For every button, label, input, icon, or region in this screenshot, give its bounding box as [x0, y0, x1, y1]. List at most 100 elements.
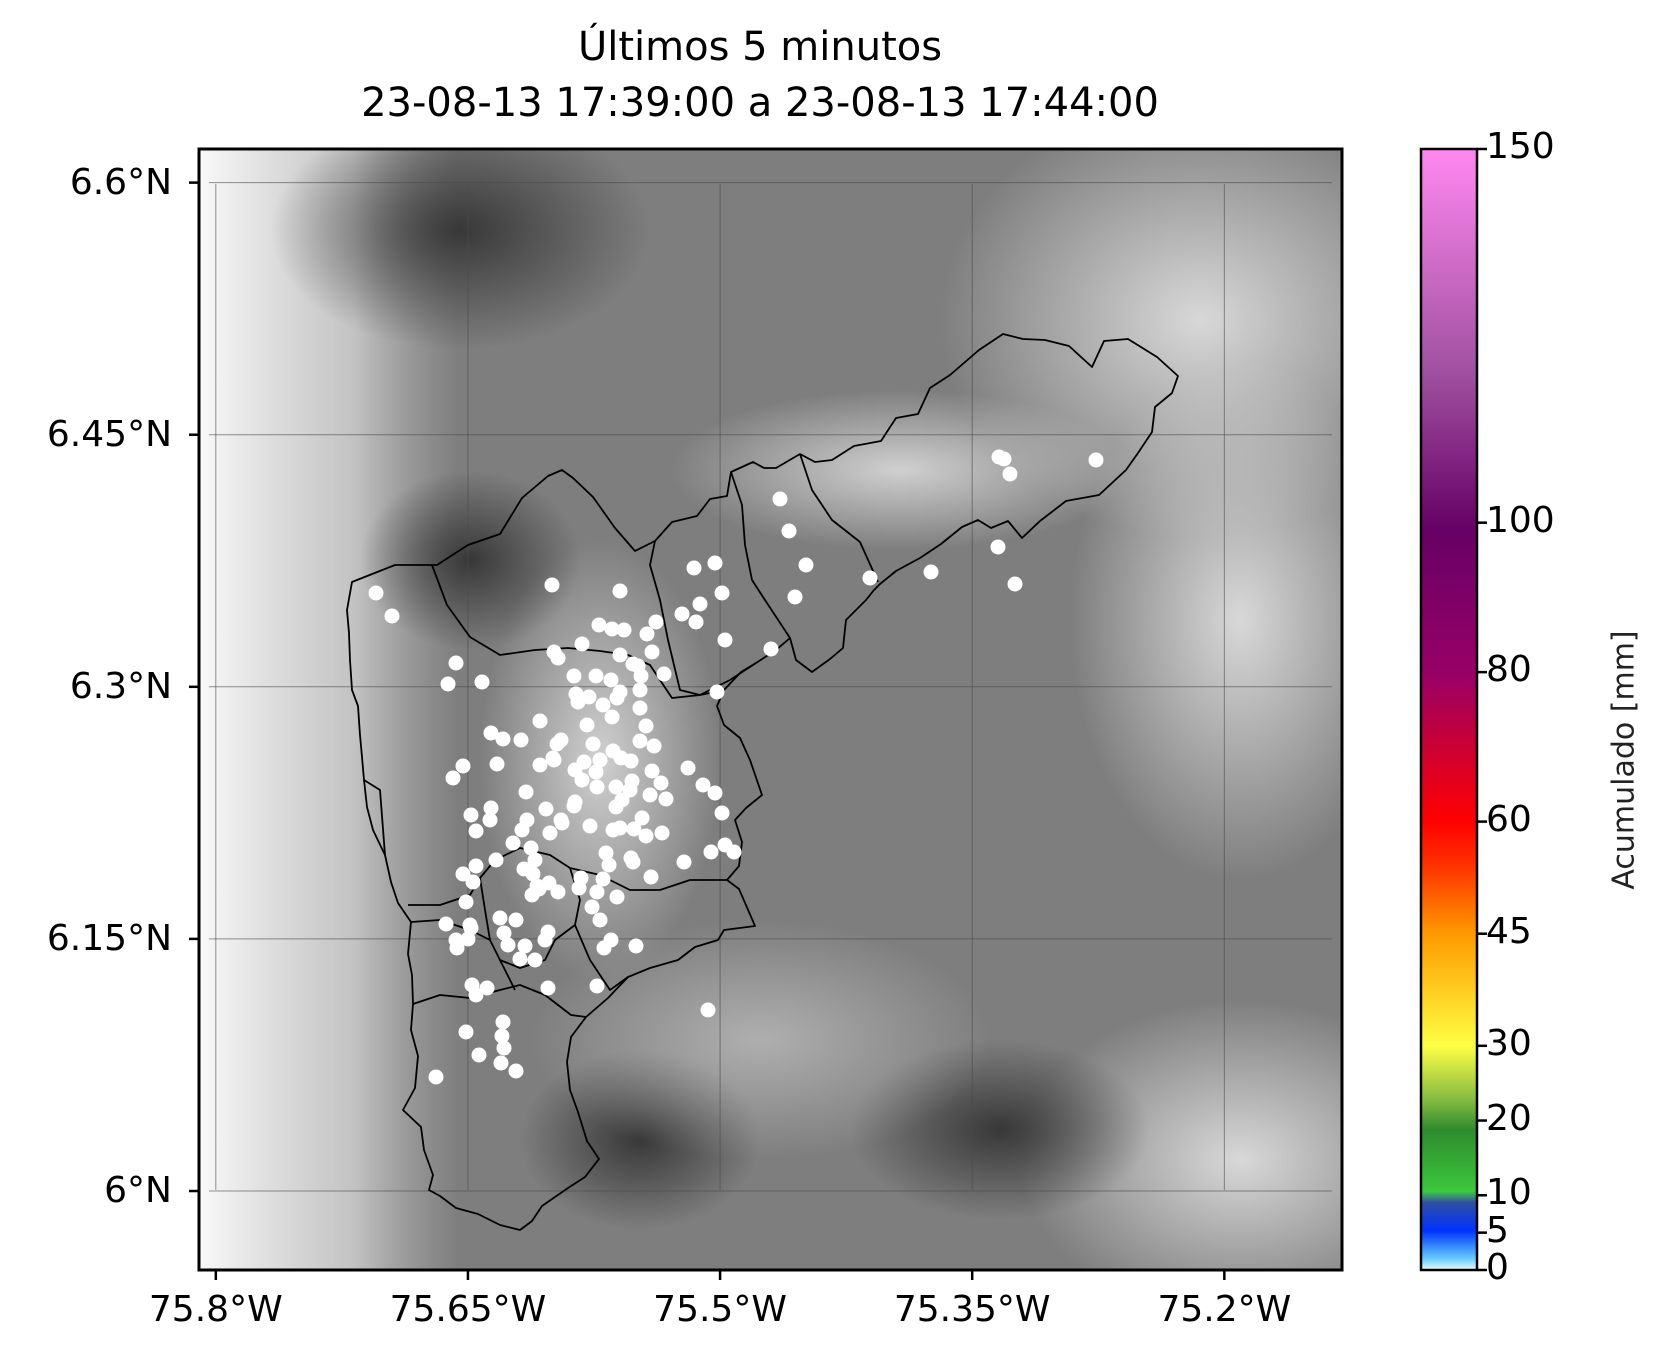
station-marker: [646, 738, 662, 754]
y-tick-label: 6.6°N: [69, 161, 172, 203]
station-marker: [495, 1014, 511, 1030]
station-marker: [527, 952, 543, 968]
station-marker: [479, 980, 495, 996]
station-marker: [604, 709, 620, 725]
station-marker: [707, 555, 723, 571]
colorbar-tick-label: 20: [1486, 1097, 1532, 1139]
station-marker: [674, 606, 690, 622]
station-marker: [483, 800, 499, 816]
station-marker: [688, 614, 704, 630]
station-marker: [676, 854, 692, 870]
station-marker: [495, 731, 511, 747]
station-marker: [605, 822, 621, 838]
station-marker: [612, 647, 628, 663]
station-marker: [634, 810, 650, 826]
station-marker: [612, 684, 628, 700]
station-marker: [516, 861, 532, 877]
station-marker: [517, 938, 533, 954]
station-marker: [643, 869, 659, 885]
station-marker: [609, 889, 625, 905]
station-marker: [623, 753, 639, 769]
station-marker: [518, 784, 534, 800]
elevation-background: [199, 149, 1342, 1270]
station-marker: [445, 770, 461, 786]
station-marker: [468, 823, 484, 839]
axis-ticks: [189, 181, 1226, 1280]
station-marker: [644, 644, 660, 660]
station-marker: [862, 570, 878, 586]
station-marker: [628, 938, 644, 954]
station-marker: [493, 1055, 509, 1071]
station-marker: [1007, 576, 1023, 592]
station-marker: [616, 622, 632, 638]
station-marker: [588, 764, 604, 780]
station-marker: [468, 987, 484, 1003]
station-marker: [500, 937, 516, 953]
map-title: Últimos 5 minutos: [577, 24, 943, 70]
station-marker: [601, 857, 617, 873]
colorbar-frame: [1419, 147, 1479, 1272]
station-marker: [428, 1069, 444, 1085]
station-marker: [991, 449, 1007, 465]
station-marker: [658, 791, 674, 807]
map-frame: [197, 147, 1344, 1272]
station-marker: [717, 632, 733, 648]
colorbar-tick-label: 45: [1486, 910, 1532, 952]
station-marker: [703, 844, 719, 860]
station-marker: [566, 798, 582, 814]
station-marker: [582, 818, 598, 834]
x-tick-label: 75.35°W: [893, 1289, 1051, 1330]
station-marker: [1002, 466, 1018, 482]
station-marker: [714, 805, 730, 821]
station-marker: [488, 852, 504, 868]
station-marker: [448, 655, 464, 671]
colorbar-tick-label: 30: [1486, 1022, 1532, 1064]
station-marker: [508, 1063, 524, 1079]
colorbar-title: Acumulado [mm]: [1606, 630, 1642, 890]
station-marker: [626, 821, 642, 837]
station-marker: [608, 779, 624, 795]
station-marker: [632, 733, 648, 749]
station-marker: [554, 815, 570, 831]
station-marker: [579, 717, 595, 733]
station-marker: [438, 916, 454, 932]
station-marker: [709, 684, 725, 700]
station-marker: [592, 752, 608, 768]
station-marker: [440, 676, 456, 692]
station-marker: [455, 758, 471, 774]
station-marker: [540, 980, 556, 996]
station-marker: [574, 636, 590, 652]
x-tick-label: 75.5°W: [653, 1289, 787, 1330]
station-marker: [531, 881, 547, 897]
station-marker: [584, 899, 600, 915]
station-marker: [990, 539, 1006, 555]
colorbar-tick-label: 100: [1486, 499, 1555, 541]
station-marker: [514, 822, 530, 838]
station-marker: [570, 694, 586, 710]
station-marker: [700, 1002, 716, 1018]
station-marker: [494, 1028, 510, 1044]
station-marker: [686, 560, 702, 576]
station-marker: [648, 614, 664, 630]
station-marker: [496, 1040, 512, 1056]
station-marker: [772, 491, 788, 507]
station-marker: [550, 884, 566, 900]
station-marker: [603, 932, 619, 948]
station-marker: [603, 672, 619, 688]
station-marker: [680, 760, 696, 776]
station-marker: [589, 779, 605, 795]
station-marker: [471, 1047, 487, 1063]
station-marker: [1088, 452, 1104, 468]
station-marker: [598, 845, 614, 861]
station-marker: [546, 644, 562, 660]
station-marker: [714, 585, 730, 601]
station-marker: [591, 617, 607, 633]
station-marker: [638, 828, 654, 844]
station-marker: [763, 641, 779, 657]
map-subtitle: 23-08-13 17:39:00 a 23-08-13 17:44:00: [361, 80, 1159, 126]
station-marker: [787, 589, 803, 605]
station-marker: [532, 713, 548, 729]
station-marker: [458, 894, 474, 910]
station-marker: [692, 596, 708, 612]
station-marker: [653, 775, 669, 791]
